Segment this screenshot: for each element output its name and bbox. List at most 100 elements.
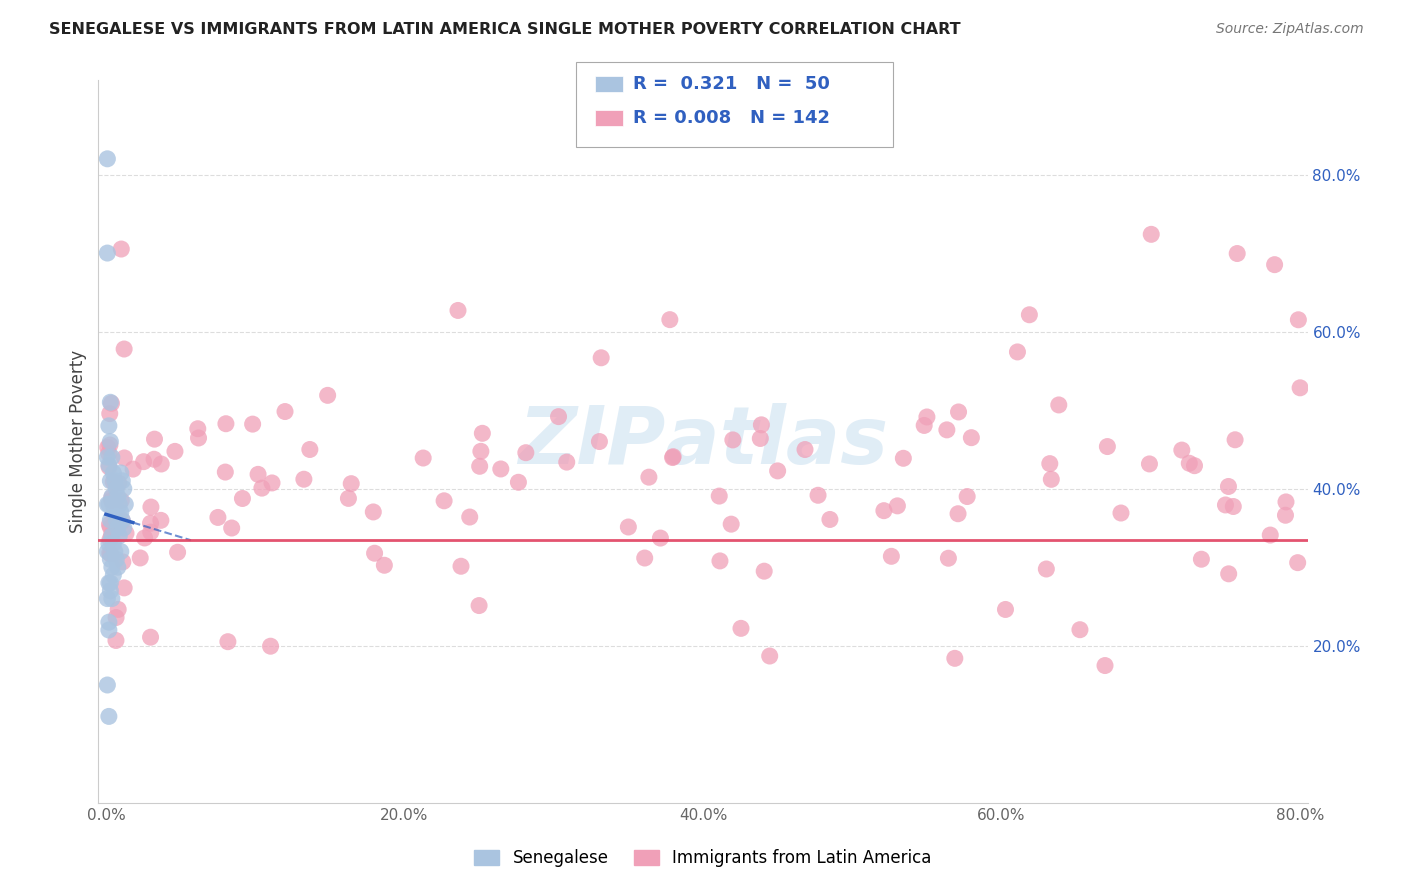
Point [110, 242, 132, 256]
Point [720, 517, 742, 532]
Point [661, 450, 683, 465]
Point [247, 467, 270, 482]
Point [139, 630, 162, 644]
Point [110, 544, 132, 558]
Point [98, 395, 121, 409]
Point [1178, 456, 1201, 470]
Point [215, 417, 238, 431]
Point [515, 446, 537, 460]
Point [100, 491, 122, 505]
Point [97, 497, 120, 511]
Point [111, 514, 134, 528]
Point [1286, 556, 1309, 570]
Point [98, 434, 121, 449]
Point [104, 544, 127, 558]
Point [98, 438, 121, 452]
Point [807, 488, 830, 502]
Point [101, 490, 124, 504]
Point [751, 417, 773, 432]
Point [103, 466, 125, 480]
Text: R =  0.321   N =  50: R = 0.321 N = 50 [633, 75, 830, 93]
Point [1140, 227, 1163, 242]
Point [730, 621, 752, 635]
Point [588, 434, 610, 449]
Point [129, 551, 152, 566]
Text: SENEGALESE VS IMMIGRANTS FROM LATIN AMERICA SINGLE MOTHER POVERTY CORRELATION CH: SENEGALESE VS IMMIGRANTS FROM LATIN AMER… [49, 22, 960, 37]
Point [709, 554, 731, 568]
Point [873, 504, 896, 518]
Point [112, 342, 135, 356]
Point [547, 409, 569, 424]
Point [187, 431, 209, 445]
Point [754, 564, 776, 578]
Point [468, 459, 491, 474]
Point [274, 404, 297, 418]
Point [97, 615, 120, 630]
Point [139, 500, 162, 514]
Point [450, 559, 472, 574]
Point [1047, 398, 1070, 412]
Point [110, 466, 132, 480]
Text: Source: ZipAtlas.com: Source: ZipAtlas.com [1216, 22, 1364, 37]
Point [340, 476, 363, 491]
Point [111, 555, 134, 569]
Point [97, 418, 120, 433]
Point [948, 405, 970, 419]
Point [115, 526, 138, 541]
Point [98, 583, 121, 598]
Point [650, 531, 672, 545]
Point [960, 431, 983, 445]
Point [231, 491, 253, 506]
Point [956, 490, 979, 504]
Point [97, 709, 120, 723]
Point [107, 602, 129, 616]
Point [943, 651, 966, 665]
Point [337, 491, 360, 506]
Point [1189, 552, 1212, 566]
Point [98, 459, 121, 474]
Point [100, 547, 122, 561]
Point [98, 513, 121, 527]
Point [915, 409, 938, 424]
Point [104, 633, 127, 648]
Point [97, 536, 120, 550]
Point [98, 407, 121, 421]
Point [110, 493, 132, 508]
Point [134, 531, 156, 545]
Point [1109, 506, 1132, 520]
Point [98, 520, 121, 534]
Point [111, 474, 134, 488]
Y-axis label: Single Mother Poverty: Single Mother Poverty [69, 350, 87, 533]
Point [1069, 623, 1091, 637]
Point [508, 475, 530, 490]
Point [98, 517, 121, 532]
Point [1139, 457, 1161, 471]
Point [818, 512, 841, 526]
Point [217, 634, 239, 648]
Point [110, 505, 132, 519]
Point [112, 450, 135, 465]
Point [709, 489, 731, 503]
Point [1222, 500, 1244, 514]
Point [97, 623, 120, 637]
Point [96, 152, 118, 166]
Point [935, 423, 957, 437]
Point [187, 422, 209, 436]
Point [221, 521, 243, 535]
Point [893, 451, 915, 466]
Point [97, 458, 120, 472]
Point [1040, 472, 1063, 486]
Point [96, 450, 118, 465]
Point [994, 602, 1017, 616]
Point [1275, 495, 1298, 509]
Point [658, 312, 681, 326]
Point [112, 482, 135, 496]
Point [1264, 258, 1286, 272]
Point [103, 568, 125, 582]
Point [1218, 479, 1240, 493]
Point [104, 505, 127, 519]
Point [112, 521, 135, 535]
Point [97, 575, 120, 590]
Point [363, 546, 385, 560]
Point [103, 497, 125, 511]
